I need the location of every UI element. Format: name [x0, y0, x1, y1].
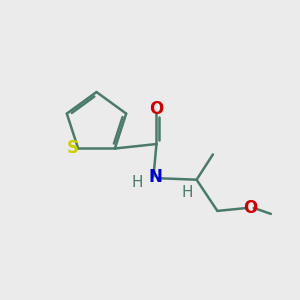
Text: S: S: [67, 140, 79, 158]
Text: O: O: [244, 199, 258, 217]
Text: O: O: [149, 100, 164, 118]
Text: N: N: [148, 168, 162, 186]
Text: H: H: [182, 185, 194, 200]
Text: H: H: [131, 175, 143, 190]
